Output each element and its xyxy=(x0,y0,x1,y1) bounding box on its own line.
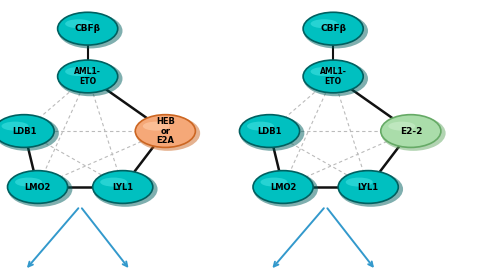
Ellipse shape xyxy=(93,171,153,203)
Text: AML1-
ETO: AML1- ETO xyxy=(74,67,101,86)
Ellipse shape xyxy=(303,12,363,45)
Ellipse shape xyxy=(58,13,122,48)
Ellipse shape xyxy=(338,171,398,203)
Ellipse shape xyxy=(93,172,157,207)
Ellipse shape xyxy=(339,172,403,207)
Ellipse shape xyxy=(346,178,373,187)
Ellipse shape xyxy=(303,60,363,93)
Ellipse shape xyxy=(303,13,368,48)
Text: LMO2: LMO2 xyxy=(270,183,296,191)
Ellipse shape xyxy=(8,172,72,207)
Ellipse shape xyxy=(0,116,59,151)
Ellipse shape xyxy=(253,171,313,203)
Text: AML1-
ETO: AML1- ETO xyxy=(320,67,347,86)
Ellipse shape xyxy=(143,122,170,131)
Ellipse shape xyxy=(135,116,200,151)
Text: LDB1: LDB1 xyxy=(12,127,36,135)
Ellipse shape xyxy=(311,67,338,76)
Text: LMO2: LMO2 xyxy=(25,183,51,191)
Text: LDB1: LDB1 xyxy=(258,127,282,135)
Ellipse shape xyxy=(311,19,338,28)
Ellipse shape xyxy=(65,67,92,76)
Text: LYL1: LYL1 xyxy=(112,183,133,191)
Ellipse shape xyxy=(135,115,195,147)
Ellipse shape xyxy=(388,122,415,131)
Ellipse shape xyxy=(239,115,300,147)
Ellipse shape xyxy=(261,178,288,187)
Ellipse shape xyxy=(0,115,54,147)
Text: LYL1: LYL1 xyxy=(358,183,379,191)
Ellipse shape xyxy=(8,171,68,203)
Ellipse shape xyxy=(381,116,446,151)
Ellipse shape xyxy=(15,178,42,187)
Ellipse shape xyxy=(239,116,304,151)
Ellipse shape xyxy=(2,122,29,131)
Ellipse shape xyxy=(303,61,368,96)
Text: CBFβ: CBFβ xyxy=(320,24,346,33)
Ellipse shape xyxy=(253,172,318,207)
Ellipse shape xyxy=(381,115,441,147)
Ellipse shape xyxy=(58,12,118,45)
Text: HEB
or
E2A: HEB or E2A xyxy=(156,117,175,145)
Ellipse shape xyxy=(58,61,122,96)
Text: E2-2: E2-2 xyxy=(400,127,422,135)
Text: CBFβ: CBFβ xyxy=(75,24,101,33)
Ellipse shape xyxy=(247,122,274,131)
Ellipse shape xyxy=(65,19,92,28)
Ellipse shape xyxy=(100,178,127,187)
Ellipse shape xyxy=(58,60,118,93)
